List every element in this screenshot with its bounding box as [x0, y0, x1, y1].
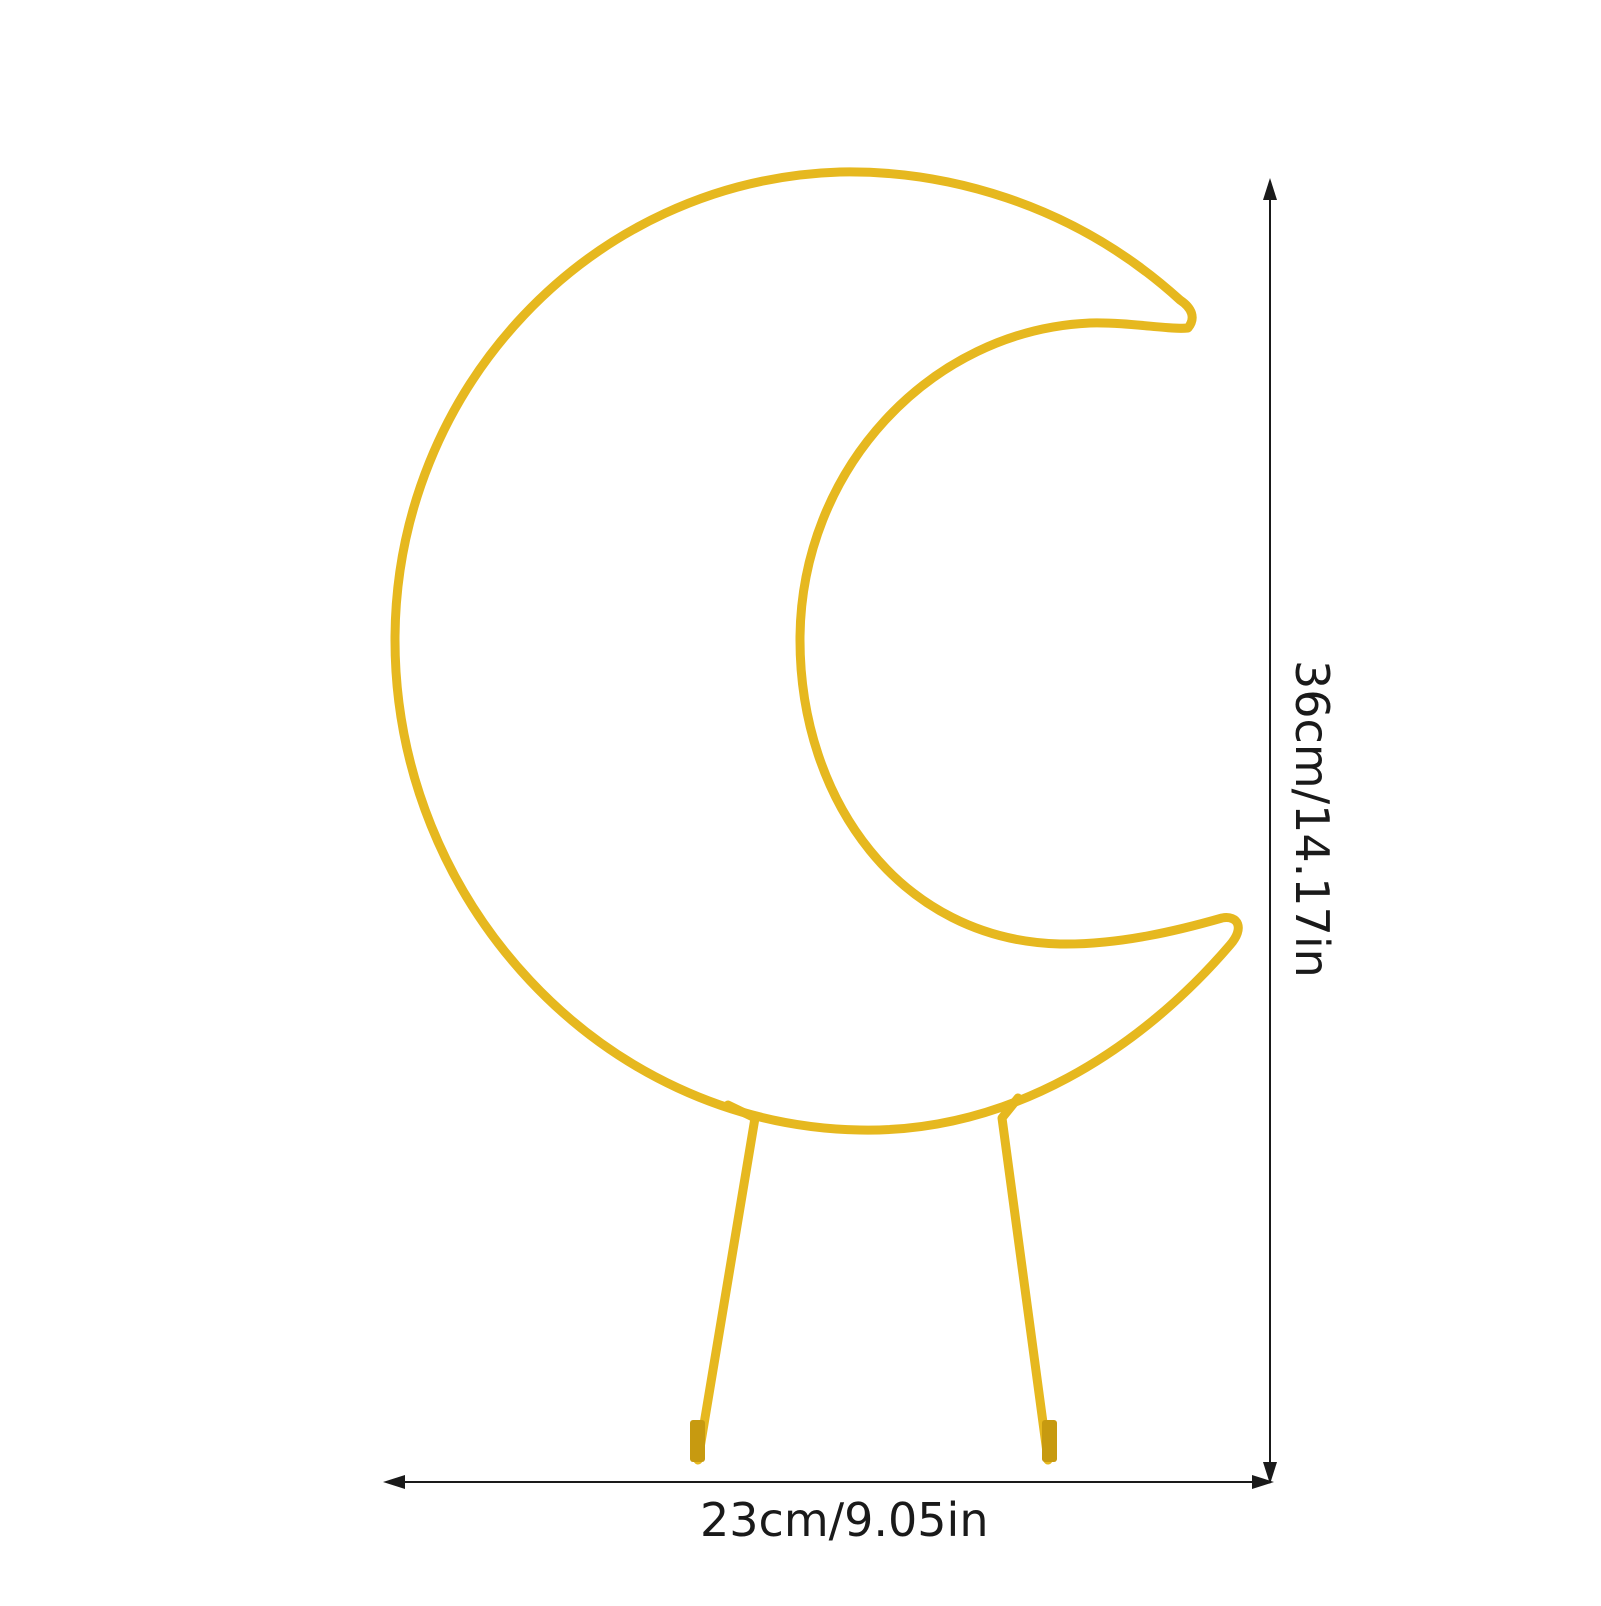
width-dimension-arrow: [383, 1475, 1274, 1489]
left-leg: [693, 1100, 760, 1465]
width-label: 23cm/9.05in: [700, 1493, 989, 1547]
left-leg-cap: [690, 1420, 705, 1462]
moon-crescent-frame: [390, 167, 1243, 1135]
right-leg: [997, 1093, 1053, 1465]
height-label: 36cm/14.17in: [1285, 660, 1339, 978]
height-dimension-arrow: [1263, 178, 1277, 1484]
right-leg-cap: [1042, 1420, 1057, 1462]
